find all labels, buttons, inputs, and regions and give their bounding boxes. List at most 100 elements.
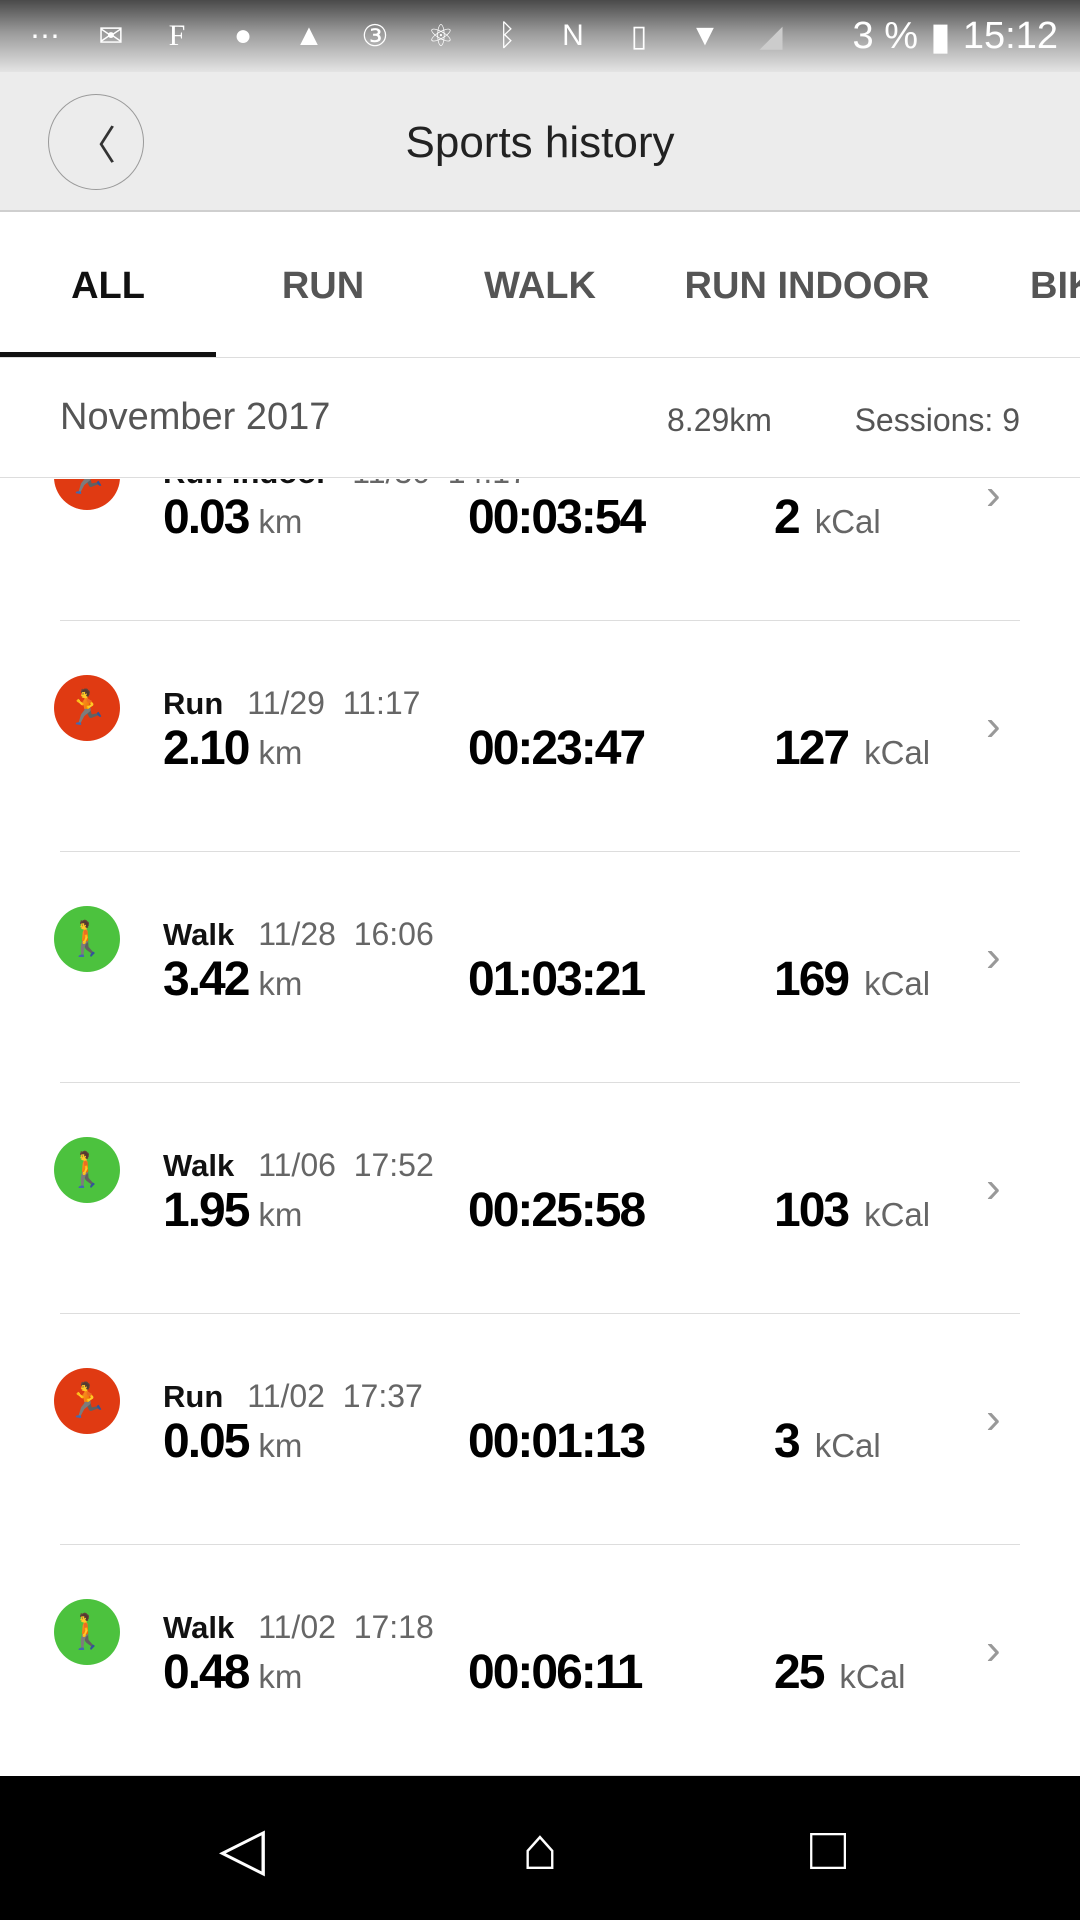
- treadmill-icon: 🏃: [54, 479, 120, 510]
- tab-run[interactable]: RUN: [281, 265, 365, 307]
- row-divider: [60, 1081, 1020, 1083]
- back-nav-icon[interactable]: ◁: [218, 1815, 266, 1882]
- chevron-right-icon[interactable]: ›: [986, 1163, 1001, 1212]
- activity-type: Walk: [163, 1148, 235, 1183]
- activity-heading: Walk 11/02 17:18: [163, 1609, 434, 1646]
- kcal-group: 127 kCal: [774, 721, 930, 776]
- mail-icon: ✉: [98, 19, 124, 53]
- run-icon: 🏃: [54, 1368, 120, 1434]
- activity-type: Run Indoor: [163, 479, 328, 491]
- activity-row[interactable]: 🚶 Walk 11/06 17:52 1.95 km 00:25:58 103 …: [0, 1083, 1080, 1314]
- walk-icon: 🚶: [54, 1599, 120, 1665]
- row-divider: [60, 1312, 1020, 1314]
- kcal-unit: kCal: [864, 734, 931, 771]
- vibrate-icon: ▯: [630, 19, 648, 53]
- distance-unit: km: [258, 965, 303, 1002]
- activity-time: 14:17: [448, 479, 528, 490]
- distance-value: 0.05: [163, 1415, 250, 1468]
- nfc-icon: N: [562, 19, 584, 52]
- run-icon: 🏃: [54, 675, 120, 741]
- month-label: November 2017: [60, 396, 331, 438]
- duration-value: 00:25:58: [468, 1184, 646, 1237]
- activity-heading: Run 11/29 11:17: [163, 685, 420, 722]
- distance-group: 1.95 km: [163, 1183, 302, 1238]
- activity-row[interactable]: 🚶 Walk 11/02 17:18 0.48 km 00:06:11 25 k…: [0, 1545, 1080, 1776]
- distance-value: 0.48: [163, 1646, 250, 1699]
- activity-datetime: 11/28 16:06: [258, 916, 434, 953]
- battery-percent: 3 %: [852, 14, 918, 57]
- distance-unit: km: [258, 734, 303, 771]
- kcal-unit: kCal: [814, 1427, 881, 1464]
- activity-row[interactable]: 🏃 Run 11/02 17:37 0.05 km 00:01:13 3 kCa…: [0, 1314, 1080, 1545]
- activity-datetime: 11/29 11:17: [247, 685, 420, 722]
- walk-icon: 🚶: [54, 906, 120, 972]
- kcal-group: 169 kCal: [774, 952, 930, 1007]
- tab-bar: ALL RUN WALK RUN INDOOR BIKE: [0, 213, 1080, 358]
- row-divider: [60, 850, 1020, 852]
- chevron-right-icon[interactable]: ›: [986, 1625, 1001, 1674]
- kcal-value: 25: [774, 1646, 825, 1699]
- activity-type: Walk: [163, 917, 235, 952]
- distance-group: 3.42 km: [163, 952, 302, 1007]
- notification-3-icon: ③: [361, 19, 389, 53]
- duration-group: 00:06:11: [468, 1645, 643, 1700]
- duration-value: 00:03:54: [468, 491, 646, 544]
- atom-icon: ⚛: [427, 19, 455, 53]
- kcal-value: 169: [774, 953, 850, 1006]
- tab-run-indoor[interactable]: RUN INDOOR: [684, 265, 930, 307]
- activity-date: 11/06: [258, 1147, 336, 1183]
- activity-date: 11/28: [258, 916, 336, 952]
- f-app-icon: F: [168, 19, 186, 52]
- battery-icon: ▮: [929, 15, 951, 58]
- activity-datetime: 11/02 17:37: [247, 1378, 423, 1415]
- duration-group: 00:03:54: [468, 490, 646, 545]
- signal-icon: ◢: [759, 19, 783, 53]
- distance-unit: km: [258, 1658, 303, 1695]
- tab-walk[interactable]: WALK: [484, 265, 596, 307]
- messages-icon: ⋯: [30, 19, 60, 53]
- distance-value: 1.95: [163, 1184, 250, 1237]
- kcal-unit: kCal: [864, 1196, 931, 1233]
- home-icon[interactable]: ⌂: [521, 1815, 559, 1882]
- activity-time: 17:52: [353, 1147, 434, 1183]
- kcal-group: 25 kCal: [774, 1645, 905, 1700]
- back-button[interactable]: 〈: [48, 94, 144, 190]
- tab-all[interactable]: ALL: [71, 265, 145, 307]
- distance-unit: km: [258, 1427, 303, 1464]
- duration-value: 00:23:47: [468, 722, 646, 775]
- chevron-right-icon[interactable]: ›: [986, 479, 1001, 519]
- month-summary: November 2017 8.29km Sessions: 9: [0, 358, 1080, 478]
- distance-value: 0.03: [163, 491, 250, 544]
- activity-heading: Walk 11/28 16:06: [163, 916, 434, 953]
- duration-group: 00:25:58: [468, 1183, 646, 1238]
- row-divider: [60, 619, 1020, 621]
- activity-type: Walk: [163, 1610, 235, 1645]
- kcal-value: 127: [774, 722, 850, 775]
- recents-icon[interactable]: □: [809, 1815, 847, 1882]
- activity-time: 17:18: [353, 1609, 434, 1645]
- gallery-icon: ▲: [294, 19, 324, 52]
- chat-icon: ●: [233, 19, 253, 52]
- kcal-unit: kCal: [814, 503, 881, 540]
- navigation-bar: ◁ ⌂ □: [0, 1776, 1080, 1920]
- clock: 15:12: [962, 14, 1058, 57]
- chevron-left-icon: 〈: [76, 124, 116, 168]
- distance-group: 0.48 km: [163, 1645, 302, 1700]
- tab-bike[interactable]: BIKE: [1030, 265, 1080, 307]
- kcal-unit: kCal: [864, 965, 931, 1002]
- active-tab-indicator: [0, 352, 216, 357]
- chevron-right-icon[interactable]: ›: [986, 701, 1001, 750]
- activity-date: 11/02: [247, 1378, 325, 1414]
- activity-row[interactable]: 🚶 Walk 11/28 16:06 3.42 km 01:03:21 169 …: [0, 852, 1080, 1083]
- chevron-right-icon[interactable]: ›: [986, 932, 1001, 981]
- activity-row[interactable]: 🏃 Run 11/29 11:17 2.10 km 00:23:47 127 k…: [0, 621, 1080, 852]
- chevron-right-icon[interactable]: ›: [986, 1394, 1001, 1443]
- app-header: 〈 Sports history: [0, 72, 1080, 212]
- activity-row[interactable]: 🏃 Run Indoor 11/30 14:17 0.03 km 00:03:5…: [0, 479, 1080, 621]
- status-bar: ⋯ ✉ F ● ▲ ③ ⚛ ᛒ N ▯ ▼ ◢ 3 % ▮ 15:12: [0, 0, 1080, 72]
- sports-list[interactable]: 🏃 Run Indoor 11/30 14:17 0.03 km 00:03:5…: [0, 479, 1080, 1776]
- kcal-value: 3: [774, 1415, 801, 1468]
- activity-datetime: 11/30 14:17: [352, 479, 528, 491]
- activity-type: Run: [163, 1379, 224, 1414]
- walk-icon: 🚶: [54, 1137, 120, 1203]
